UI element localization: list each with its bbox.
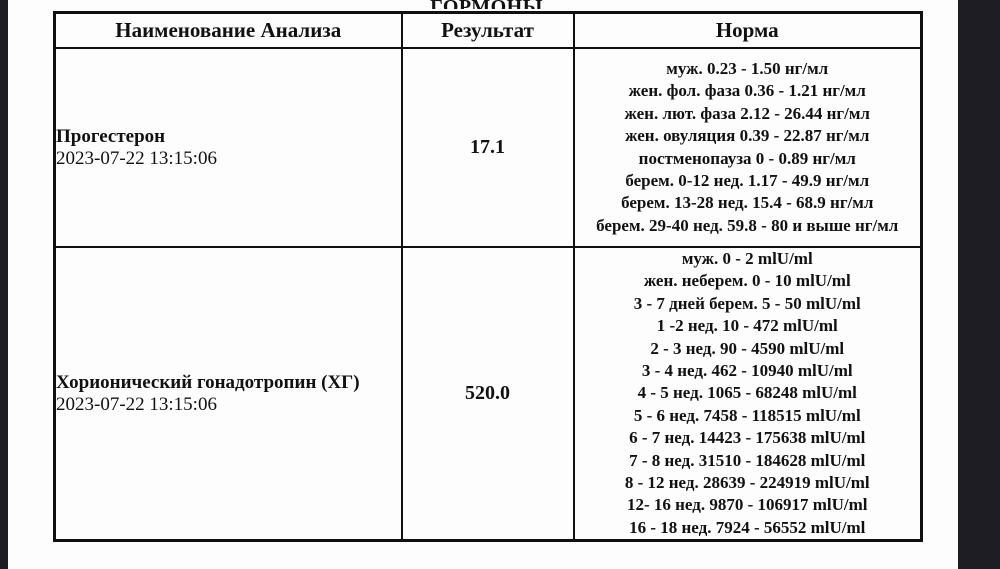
analysis-datetime: 2023-07-22 13:15:06: [56, 393, 217, 415]
norm-line: постменопауза 0 - 0.89 нг/мл: [638, 148, 856, 168]
norm-line: 7 - 8 нед. 31510 - 184628 mlU/ml: [629, 450, 866, 470]
header-row: Наименование Анализа Результат Норма: [53, 11, 923, 49]
results-table: Наименование Анализа Результат Норма Про…: [53, 11, 923, 543]
table-row: Прогестерон 2023-07-22 13:15:06 17.1 муж…: [53, 47, 923, 248]
norm-list: муж. 0.23 - 1.50 нг/мл жен. фол. фаза 0.3…: [572, 47, 923, 248]
norm-line: 3 - 4 нед. 462 - 10940 mlU/ml: [641, 361, 853, 381]
norm-line: муж. 0.23 - 1.50 нг/мл: [666, 58, 829, 78]
analysis-datetime: 2023-07-22 13:15:06: [56, 147, 217, 169]
norm-line: жен. лют. фаза 2.12 - 26.44 нг/мл: [624, 103, 870, 123]
analysis-name: Хорионический гонадотропин (ХГ): [56, 371, 360, 393]
table-row: Хорионический гонадотропин (ХГ) 2023-07-…: [53, 246, 923, 542]
norm-line: 1 -2 нед. 10 - 472 mlU/ml: [656, 316, 838, 336]
screen-edge-right: [958, 0, 1000, 569]
norm-list: муж. 0 - 2 mlU/ml жен. неберем. 0 - 10 ml…: [572, 246, 923, 542]
section-title-clipped: ГОРМОНЫ: [53, 0, 920, 9]
norm-line: жен. фол. фаза 0.36 - 1.21 нг/мл: [628, 81, 866, 101]
norm-line: 8 - 12 нед. 28639 - 224919 mlU/ml: [624, 473, 870, 493]
norm-line: 6 - 7 нед. 14423 - 175638 mlU/ml: [629, 428, 866, 448]
norm-line: жен. неберем. 0 - 10 mlU/ml: [643, 271, 851, 291]
norm-line: жен. овуляция 0.39 - 22.87 нг/мл: [625, 126, 870, 146]
screen-edge-left: [0, 0, 8, 569]
section-title: ГОРМОНЫ: [430, 0, 543, 9]
result-value: 17.1: [400, 47, 575, 248]
norm-line: 5 - 6 нед. 7458 - 118515 mlU/ml: [633, 405, 861, 425]
norm-line: муж. 0 - 2 mlU/ml: [681, 249, 813, 268]
norm-line: берем. 0-12 нед. 1.17 - 49.9 нг/мл: [625, 170, 870, 190]
analysis-name-cell: Прогестерон 2023-07-22 13:15:06: [53, 47, 403, 248]
norm-line: 2 - 3 нед. 90 - 4590 mlU/ml: [650, 338, 845, 358]
column-header-norm: Норма: [572, 11, 923, 49]
document-page: ГОРМОНЫ Наименование Анализа Результат Н…: [8, 0, 958, 569]
norm-line: берем. 29-40 нед. 59.8 - 80 и выше нг/мл: [596, 215, 899, 235]
norm-line: 4 - 5 нед. 1065 - 68248 mlU/ml: [637, 383, 857, 403]
norm-line: 12- 16 нед. 9870 - 106917 mlU/ml: [626, 495, 868, 515]
norm-line: 3 - 7 дней берем. 5 - 50 mlU/ml: [633, 293, 861, 313]
norm-line: берем. 13-28 нед. 15.4 - 68.9 нг/мл: [621, 193, 874, 213]
norm-line: 16 - 18 нед. 7924 - 56552 mlU/ml: [629, 517, 866, 537]
column-header-result: Результат: [400, 11, 575, 49]
column-header-analysis-name: Наименование Анализа: [53, 11, 403, 49]
result-value: 520.0: [400, 246, 575, 542]
analysis-name: Прогестерон: [56, 125, 166, 147]
analysis-name-cell: Хорионический гонадотропин (ХГ) 2023-07-…: [53, 246, 403, 542]
